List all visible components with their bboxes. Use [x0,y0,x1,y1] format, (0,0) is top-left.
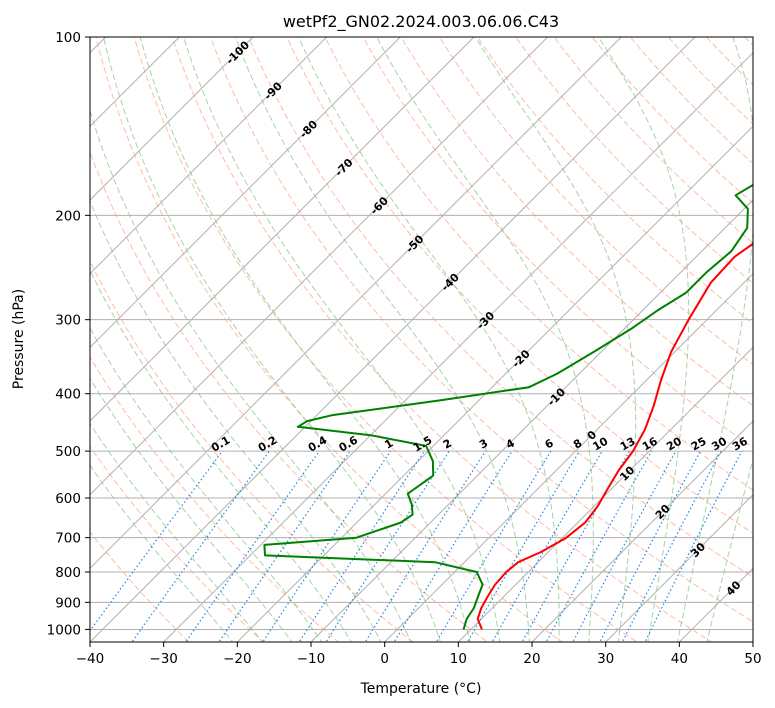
y-tick-label: 600 [55,491,81,507]
temperature-trace [476,242,753,630]
isotherm-line [457,346,753,642]
isotherm-line [90,37,623,570]
dry-adiabat [286,37,753,534]
dry-adiabat [90,356,340,642]
y-tick-label: 1000 [47,622,81,638]
y-tick-label: 400 [55,387,81,403]
mixing-ratio-line [466,450,580,642]
plot-frame [89,36,754,643]
y-tick-label: 500 [55,444,81,460]
x-tick-label: 10 [450,651,467,667]
y-tick-label: 900 [55,595,81,611]
x-tick-label: −10 [297,651,326,667]
mixing-ratio-line [393,450,513,642]
mixing-ratio-line [218,450,351,642]
mixing-ratio-line [364,450,486,642]
grid-layer [90,37,753,642]
x-axis: −40 −30 −20 −10 0 10 20 30 40 50 [76,642,762,667]
dry-adiabat [438,37,753,366]
dewpoint-trace [263,183,753,630]
x-tick-label: −40 [76,651,105,667]
x-tick-label: −30 [149,651,178,667]
mixing-ratio-line [621,450,722,642]
moist-adiabat [234,37,530,642]
isotherm-line [310,199,753,642]
mixing-ratio-line [298,450,425,642]
isotherm-line [90,37,402,349]
dry-adiabat [90,259,414,642]
dry-adiabat [629,37,753,165]
x-tick-label: 50 [744,651,761,667]
x-tick-label: 20 [523,651,540,667]
moist-adiabat [597,37,690,642]
isotherm-line [531,420,753,642]
isotherm-line [90,37,254,201]
y-tick-label: 300 [55,313,81,329]
x-tick-label: 30 [597,651,614,667]
x-tick-label: −20 [223,651,252,667]
isotherm-line [90,37,181,128]
dry-adiabat [90,150,489,642]
mixing-ratio-line [90,450,223,632]
x-axis-label: Temperature (°C) [360,681,482,697]
dry-adiabat [476,37,753,325]
y-tick-label: 800 [55,565,81,581]
chart-title: wetPf2_GN02.2024.003.06.06.C43 [283,12,559,32]
y-tick-label: 100 [55,30,81,46]
y-tick-label: 200 [55,208,81,224]
x-tick-label: 0 [380,651,389,667]
mixing-ratio-line [572,450,677,642]
isotherm-line [383,272,753,642]
dry-adiabat [95,37,564,642]
moist-adiabat [474,37,637,642]
dry-adiabat [515,37,753,284]
mixing-ratio-line [262,450,392,642]
mixing-ratio-line [325,450,450,642]
series-layer [263,183,753,630]
dry-adiabat [133,37,638,642]
mixing-ratio-layer [90,450,743,642]
moist-adiabat [376,37,594,642]
moist-adiabat [297,37,560,642]
moist-adiabat [90,327,323,642]
isotherm-line [90,37,328,275]
y-axis: 100 200 300 400 500 600 700 800 900 1000 [47,30,90,638]
dry-adiabat [248,37,753,578]
dry-adiabat [90,531,190,642]
x-tick-label: 40 [671,651,688,667]
moist-adiabat [182,37,501,642]
isotherm-line [90,37,475,422]
dry-adiabat [324,37,753,491]
isotherm-line [162,51,753,642]
mixing-ratio-line [599,450,702,642]
dry-adiabat [209,37,753,623]
isotherm-line [90,37,696,642]
y-tick-label: 700 [55,531,81,547]
y-axis-label: Pressure (hPa) [11,289,27,389]
moist-adiabat [90,377,293,642]
dry-adiabat [171,37,713,642]
mixing-ratio-line [131,450,270,642]
isotherm-line [90,37,549,496]
dry-adiabat [362,37,753,449]
isotherm-line [604,493,753,642]
dry-adiabat [591,37,753,204]
mixing-ratio-line [185,450,320,642]
